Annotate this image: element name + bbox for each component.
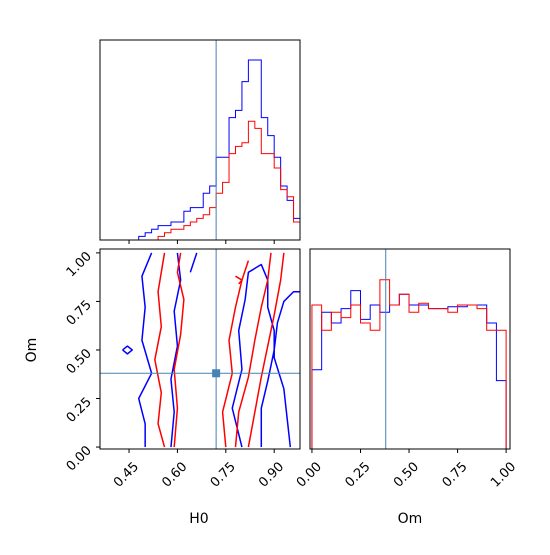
x-tick-label-om: 0.00 bbox=[294, 459, 325, 490]
x-axis-label-om: Om bbox=[398, 511, 423, 527]
x-tick-label-om: 1.00 bbox=[488, 459, 519, 490]
x-axis-label-h0: H0 bbox=[189, 511, 208, 527]
frame-h0-om bbox=[99, 248, 301, 450]
contour-blue bbox=[189, 252, 198, 273]
y-axis-label-om: Om bbox=[24, 338, 40, 363]
contour-red bbox=[154, 252, 166, 448]
contour-blue bbox=[170, 252, 182, 448]
y-tick-label-om: 1.00 bbox=[64, 249, 95, 280]
contour-red bbox=[247, 252, 285, 448]
x-tick-label-h0: 0.60 bbox=[159, 459, 190, 490]
contour-blue bbox=[122, 345, 134, 355]
frame-hist-h0 bbox=[99, 39, 301, 241]
panel-hist-om: 0.00 0.25 0.50 0.75 1.00 bbox=[294, 248, 519, 491]
x-tick-label-om: 0.25 bbox=[342, 459, 373, 490]
x-tick-label-h0: 0.75 bbox=[208, 459, 239, 490]
contour-blue bbox=[137, 252, 153, 448]
contour-red bbox=[173, 252, 185, 448]
x-tick-label-om: 0.50 bbox=[391, 459, 422, 490]
axis-labels: H0 Om Om bbox=[24, 338, 422, 527]
x-tick-label-h0: 0.90 bbox=[256, 459, 287, 490]
histogram-h0-blue bbox=[100, 59, 300, 240]
histogram-om-red bbox=[311, 279, 507, 449]
y-tick-label-om: 0.25 bbox=[64, 395, 95, 426]
panel-h0-om: 0.45 0.60 0.75 0.90 0.00 0.25 0.50 0.75 1.00 bbox=[64, 248, 301, 491]
frame-hist-om bbox=[309, 248, 511, 450]
contour-blue bbox=[231, 263, 292, 448]
y-tick-label-om: 0.75 bbox=[64, 298, 95, 329]
panel-hist-h0 bbox=[99, 39, 301, 244]
contour-blue bbox=[260, 290, 300, 448]
y-tick-label-om: 0.00 bbox=[64, 443, 95, 474]
x-tick-label-h0: 0.45 bbox=[111, 459, 142, 490]
contour-red bbox=[235, 275, 243, 285]
y-tick-label-om: 0.50 bbox=[64, 346, 95, 377]
x-tick-label-om: 0.75 bbox=[440, 459, 471, 490]
contour-red bbox=[234, 252, 272, 448]
truth-marker bbox=[212, 369, 221, 378]
histogram-h0-red bbox=[100, 120, 300, 240]
